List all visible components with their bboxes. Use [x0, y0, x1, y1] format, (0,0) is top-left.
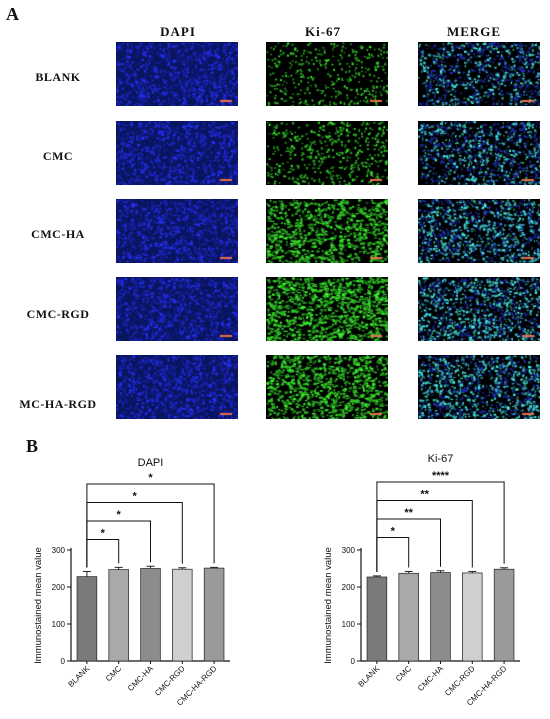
significance-bracket: [86, 539, 120, 568]
significance-label: **: [404, 507, 413, 519]
significance-label: *: [148, 472, 153, 484]
significance-label: ****: [432, 470, 450, 482]
x-tick-label: CMC-HA: [126, 664, 155, 693]
bar: [108, 569, 129, 662]
ki67-chart: Ki-67 Immunostained mean value 0 100 200 300 B…: [320, 450, 548, 718]
y-tick-label: 300: [52, 546, 66, 555]
significance-bracket: [376, 481, 505, 572]
x-tick-label: BLANK: [356, 664, 381, 689]
column-header-merge: MERGE: [446, 24, 502, 39]
micrograph-dapi-mc-ha-rgd: [116, 355, 238, 419]
column-header-ki67: Ki-67: [304, 24, 342, 39]
micrograph-dapi-blank: [116, 42, 238, 106]
x-tick-label: CMC-HA: [416, 664, 445, 693]
row-label-cmc-rgd: CMC-RGD: [26, 307, 90, 321]
micrograph-ki67-blank: [266, 42, 388, 106]
y-tick-label: 100: [342, 620, 356, 629]
micrograph-ki67-cmc-rgd: [266, 277, 388, 341]
bar: [76, 576, 98, 662]
significance-label: *: [132, 491, 137, 503]
micrograph-dapi-cmc-rgd: [116, 277, 238, 341]
bar: [462, 572, 483, 662]
significance-label: *: [117, 509, 122, 521]
micrograph-dapi-cmc: [116, 121, 238, 185]
x-tick-label: CMC-RGD: [443, 664, 477, 698]
dapi-chart: DAPI Immunostained mean value 0 100 200 300 BL…: [30, 450, 260, 718]
x-tick-label: CMC: [104, 664, 123, 683]
micrograph-dapi-cmc-ha: [116, 199, 238, 263]
row-label-cmc-ha: CMC-HA: [31, 227, 85, 241]
bar: [203, 567, 225, 662]
row-label-blank: BLANK: [35, 70, 81, 84]
bar: [398, 572, 419, 662]
chart-title: Ki-67: [428, 453, 454, 465]
y-tick-label: 200: [342, 583, 356, 592]
micrograph-merge-mc-ha-rgd: [418, 355, 540, 419]
row-label-cmc-ha-rgd: MC-HA-RGD: [19, 397, 97, 411]
y-tick-label: 0: [351, 657, 356, 666]
significance-label: **: [420, 489, 429, 501]
panel-a-letter: A: [6, 4, 19, 24]
y-tick-label: 0: [61, 657, 66, 666]
x-tick-label: CMC: [394, 664, 413, 683]
micrograph-merge-blank: [418, 42, 540, 106]
x-tick-label: CMC-RGD: [153, 664, 187, 698]
row-label-cmc: CMC: [42, 149, 74, 163]
y-tick-label: 300: [342, 546, 356, 555]
micrograph-ki67-cmc: [266, 121, 388, 185]
y-axis-label: Immunostained mean value: [323, 547, 334, 664]
ki67-chart-svg: Ki-67 Immunostained mean value 0 100 200 300 B…: [323, 453, 520, 707]
y-tick-label: 100: [52, 620, 66, 629]
micrograph-merge-cmc: [418, 121, 540, 185]
dapi-chart-svg: DAPI Immunostained mean value 0 100 200 300 BL…: [33, 457, 230, 707]
panel-b-letter: B: [26, 436, 39, 456]
significance-label: *: [101, 528, 106, 540]
column-header-dapi: DAPI: [160, 24, 196, 39]
y-axis-label: Immunostained mean value: [33, 547, 44, 664]
bar: [172, 568, 193, 662]
bar: [366, 576, 388, 662]
micrograph-merge-cmc-rgd: [418, 277, 540, 341]
significance-bracket: [86, 483, 215, 568]
bar: [140, 568, 161, 662]
micrograph-merge-cmc-ha: [418, 199, 540, 263]
micrograph-ki67-mc-ha-rgd: [266, 355, 388, 419]
bar: [430, 572, 451, 662]
chart-title: DAPI: [138, 457, 164, 469]
micrograph-ki67-cmc-ha: [266, 199, 388, 263]
significance-label: *: [391, 526, 396, 538]
y-tick-label: 200: [52, 583, 66, 592]
x-tick-label: BLANK: [66, 664, 91, 689]
significance-bracket: [376, 537, 410, 572]
bar: [493, 568, 515, 662]
